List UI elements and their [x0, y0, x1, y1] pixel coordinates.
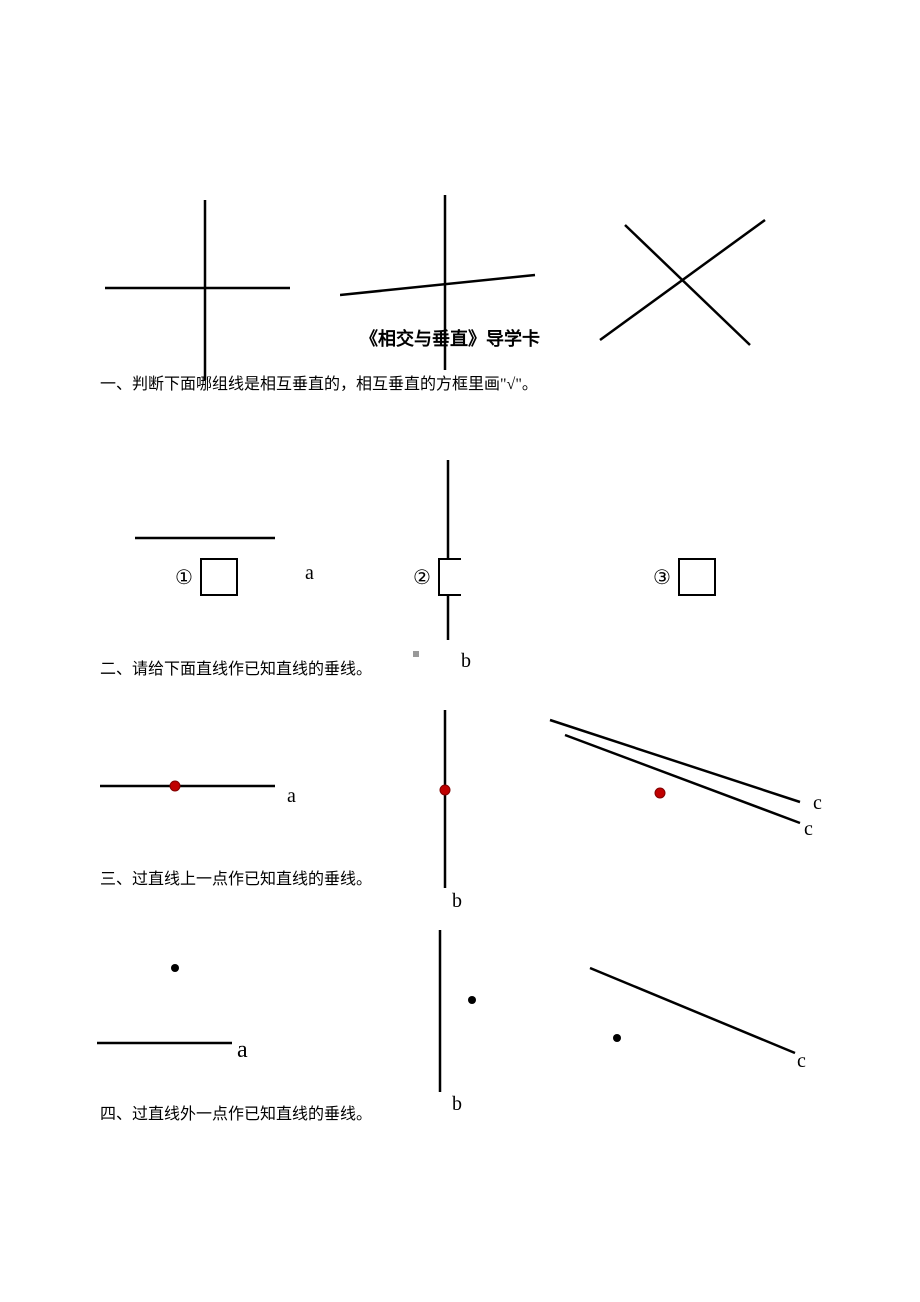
- checkbox-2[interactable]: [438, 558, 461, 596]
- s2-label-b: b: [452, 890, 462, 913]
- section-2-text: 二、请给下面直线作已知直线的垂线。: [100, 655, 372, 679]
- q1-line-a: [135, 535, 275, 541]
- s3-label-a: a: [237, 1037, 248, 1064]
- line-a-with-dot: [100, 777, 280, 795]
- page-title: 《相交与垂直》导学卡: [360, 325, 540, 351]
- q1-label-a: a: [305, 562, 314, 585]
- q3-a: [97, 958, 247, 1053]
- circle-1: ①: [175, 565, 193, 590]
- section-4-text: 四、过直线外一点作已知直线的垂线。: [100, 1100, 372, 1124]
- section-3-text: 三、过直线上一点作已知直线的垂线。: [100, 865, 372, 889]
- checkbox-1[interactable]: [200, 558, 238, 596]
- circle-3: ③: [653, 565, 671, 590]
- s2-label-c-1: c: [813, 792, 822, 815]
- top-x-shape: [590, 210, 790, 355]
- line-b-with-dot: [436, 710, 454, 890]
- s2-label-c-2: c: [804, 818, 813, 841]
- q3-b: [430, 930, 490, 1095]
- q3-c: [580, 960, 805, 1070]
- gray-marker: [413, 651, 419, 657]
- q1-label-b: b: [461, 650, 471, 673]
- checkbox-3[interactable]: [678, 558, 716, 596]
- line-c-pair: [545, 715, 815, 835]
- q1-line-b: [445, 460, 451, 640]
- top-cross-perpendicular: [105, 200, 305, 380]
- s3-label-b: b: [452, 1093, 462, 1116]
- circle-2: ②: [413, 565, 431, 590]
- s3-label-c: c: [797, 1050, 806, 1073]
- section-1-text: 一、判断下面哪组线是相互垂直的，相互垂直的方框里画"√"。: [100, 370, 538, 394]
- s2-label-a: a: [287, 785, 296, 808]
